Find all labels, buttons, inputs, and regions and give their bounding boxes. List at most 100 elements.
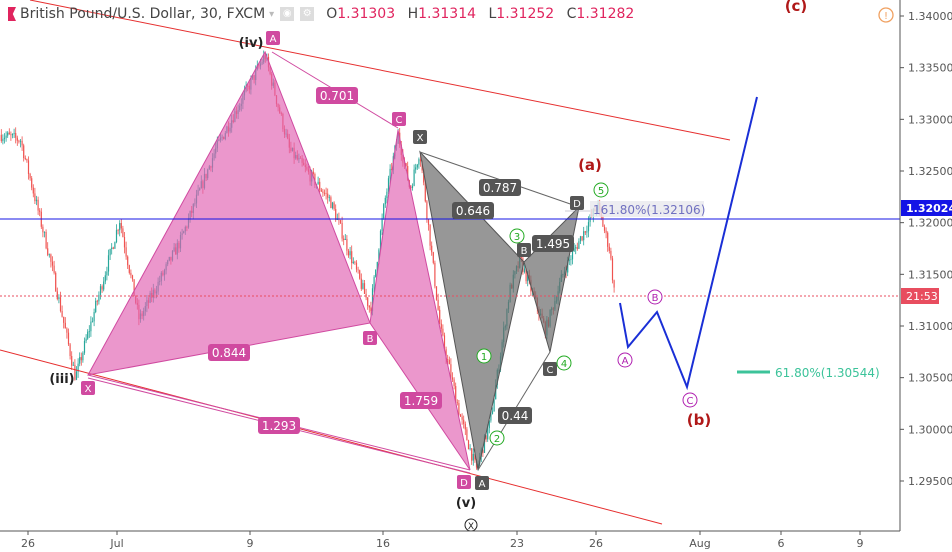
dropdown-chevron-icon[interactable]: ▾ xyxy=(269,8,275,20)
grey-point-x[interactable]: X xyxy=(413,130,427,144)
grey-point-a[interactable]: A xyxy=(475,476,489,490)
candle-body xyxy=(471,448,473,461)
pink-point-a[interactable]: A xyxy=(266,31,280,45)
channel-lower-line[interactable] xyxy=(0,349,663,525)
svg-text:X: X xyxy=(468,522,474,532)
candle-body xyxy=(608,246,610,251)
candle-body xyxy=(51,261,54,266)
ext-label: 161.80%(1.32106) xyxy=(593,203,705,217)
time-tick-label: 26 xyxy=(589,537,603,550)
candle-body xyxy=(341,222,343,239)
candle-body xyxy=(15,133,17,138)
candle-body xyxy=(429,224,431,246)
candle-body xyxy=(87,331,89,339)
svg-text:D: D xyxy=(460,478,468,489)
candle-body xyxy=(115,230,118,243)
candle-body xyxy=(578,241,580,249)
candle-body xyxy=(66,328,68,333)
candle-body xyxy=(491,411,494,414)
settings-gear-icon[interactable]: ⚙ xyxy=(300,7,315,21)
candle-body xyxy=(16,137,18,141)
candle-body xyxy=(39,210,41,212)
pink-point-x[interactable]: X xyxy=(81,381,95,395)
candle-body xyxy=(331,202,334,209)
candle-body xyxy=(434,262,436,287)
symbol-title[interactable]: British Pound/U.S. Dollar, 30, FXCM xyxy=(20,6,266,22)
candle-body xyxy=(8,132,10,135)
candle-body xyxy=(575,247,577,249)
candle-body xyxy=(79,357,81,364)
candle-body xyxy=(362,283,364,289)
impulse-4: 4 xyxy=(556,355,572,371)
candle-body xyxy=(378,249,380,263)
candle-body xyxy=(384,197,386,205)
pink-point-b[interactable]: B xyxy=(363,331,377,345)
svg-text:1.293: 1.293 xyxy=(262,419,296,433)
candle-body xyxy=(447,359,449,360)
candle-body xyxy=(432,252,434,263)
bottom-x-marker: X xyxy=(464,518,478,532)
candle-body xyxy=(43,231,46,233)
candle-body xyxy=(445,349,447,360)
candle-body xyxy=(131,275,134,280)
channel-upper-line[interactable] xyxy=(29,0,731,141)
price-tick-label: 1.33500 xyxy=(908,62,952,75)
wave-a-label: (a) xyxy=(578,156,602,174)
ratio-1.495: 1.495 xyxy=(532,235,574,252)
candle-body xyxy=(93,312,95,322)
ratio-1.759: 1.759 xyxy=(400,392,442,409)
projection-path[interactable] xyxy=(619,96,758,391)
grey-point-d[interactable]: D xyxy=(570,196,584,210)
candle-body xyxy=(379,230,382,250)
visibility-icon[interactable]: ◉ xyxy=(280,7,295,21)
candle-body xyxy=(467,440,470,450)
time-axis[interactable]: 26 Jul 9 16 23 26 Aug 6 9 xyxy=(21,531,864,550)
impulse-3: 3 xyxy=(509,228,525,244)
candle-body xyxy=(367,297,369,306)
candle-body xyxy=(493,399,495,412)
alert-icon[interactable]: ! xyxy=(878,7,894,23)
candle-body xyxy=(576,247,578,249)
svg-text:5: 5 xyxy=(598,186,604,197)
pink-point-c[interactable]: C xyxy=(392,112,406,126)
candle-body xyxy=(407,166,409,181)
price-tick-label: 1.30500 xyxy=(908,372,952,385)
candle-body xyxy=(50,254,52,262)
candle-body xyxy=(122,228,124,238)
candle-body xyxy=(13,133,15,135)
pink-point-d[interactable]: D xyxy=(457,475,471,489)
candle-body xyxy=(71,356,73,366)
candle-body xyxy=(349,251,351,256)
candle-body xyxy=(410,186,412,189)
candle-body xyxy=(459,414,462,417)
grey-point-b[interactable]: B xyxy=(517,243,531,257)
fib-618-label: 61.80%(1.30544) xyxy=(775,366,880,380)
candle-body xyxy=(59,297,62,311)
candle-body xyxy=(130,272,132,276)
impulse-5: 5 xyxy=(593,182,609,198)
candle-body xyxy=(375,269,377,277)
candle-body xyxy=(58,297,60,299)
candle-body xyxy=(482,449,484,453)
candle-body xyxy=(381,218,383,231)
countdown-badge: 21:53 xyxy=(901,288,939,304)
candle-body xyxy=(416,164,418,168)
candle-body xyxy=(53,265,55,273)
candle-body xyxy=(64,322,66,329)
low-value: 1.31252 xyxy=(496,6,555,22)
candle-body xyxy=(34,193,36,202)
price-tick-label: 1.32000 xyxy=(908,217,952,230)
time-tick-label: 6 xyxy=(778,537,785,550)
grey-bcd-triangle[interactable] xyxy=(523,205,580,353)
candle-body xyxy=(605,230,607,233)
svg-text:0.646: 0.646 xyxy=(456,204,490,218)
candle-body xyxy=(389,168,391,179)
candle-body xyxy=(37,199,39,211)
time-tick-label: 9 xyxy=(857,537,864,550)
price-axis[interactable]: 1.34000 1.33500 1.33000 1.32500 1.32000 1.315… xyxy=(900,10,952,488)
grey-point-c[interactable]: C xyxy=(543,362,557,376)
candle-body xyxy=(19,140,22,142)
candle-body xyxy=(483,435,486,453)
candle-body xyxy=(3,137,6,139)
